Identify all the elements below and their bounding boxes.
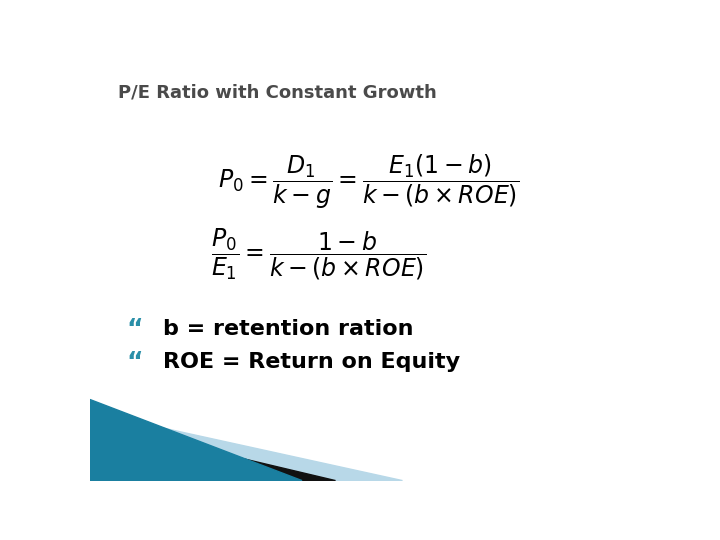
Text: “: “ (126, 350, 143, 374)
Text: P/E Ratio with Constant Growth: P/E Ratio with Constant Growth (118, 84, 436, 102)
Polygon shape (90, 400, 302, 481)
Text: ROE = Return on Equity: ROE = Return on Equity (163, 352, 459, 372)
Polygon shape (90, 422, 336, 481)
Polygon shape (90, 412, 402, 481)
Text: $P_0 = \dfrac{D_1}{k-g} = \dfrac{E_1(1-b)}{k-(b \times ROE)}$: $P_0 = \dfrac{D_1}{k-g} = \dfrac{E_1(1-b… (218, 152, 520, 211)
Text: $\dfrac{P_0}{E_1} = \dfrac{1-b}{k-(b \times ROE)}$: $\dfrac{P_0}{E_1} = \dfrac{1-b}{k-(b \ti… (211, 226, 426, 282)
Text: b = retention ration: b = retention ration (163, 319, 413, 339)
Text: “: “ (126, 317, 143, 341)
